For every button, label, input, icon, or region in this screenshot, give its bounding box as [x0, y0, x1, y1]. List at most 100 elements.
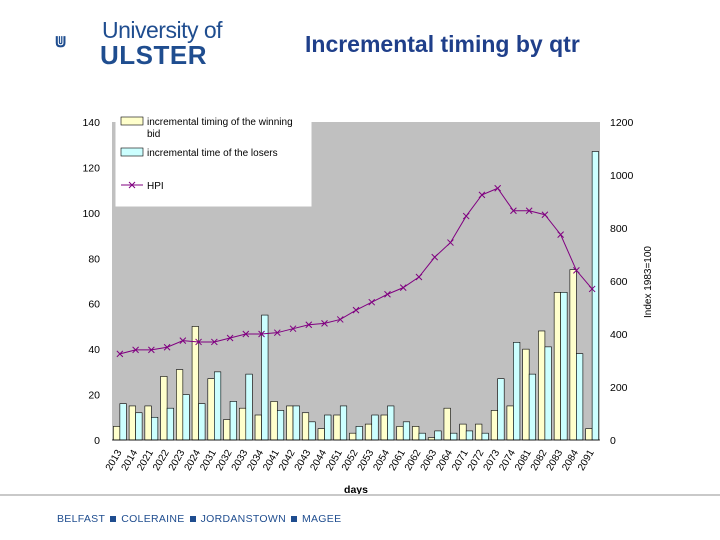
- bar-losers: [434, 430, 442, 441]
- hpi-point: [462, 212, 470, 220]
- bar-winning-bid: [239, 407, 247, 441]
- bar-winning-bid: [286, 405, 294, 441]
- y2-tick-label: 0: [610, 435, 616, 447]
- bar-losers: [497, 378, 505, 441]
- y2-tick-label: 800: [610, 223, 628, 235]
- legend-box: [115, 112, 312, 207]
- y-tick-label: 0: [94, 435, 100, 447]
- hpi-point: [447, 239, 454, 246]
- bullet-square-icon: [290, 515, 297, 522]
- y2-tick-label: 1000: [610, 170, 634, 182]
- bar-winning-bid: [113, 426, 121, 441]
- bullet-square-icon: [189, 515, 196, 522]
- bar-losers: [324, 414, 332, 441]
- bar-losers: [465, 430, 473, 441]
- bar-losers: [528, 373, 536, 441]
- hpi-point: [573, 267, 580, 274]
- legend-swatch-winning: [120, 116, 144, 126]
- hpi-point: [132, 346, 139, 354]
- incremental-timing-chart: 0 20 40 60 80 100 120 140 0 200 400 600 800 1000 1200 2…: [82, 112, 654, 496]
- bar-winning-bid: [538, 330, 546, 441]
- hpi-point: [588, 285, 596, 293]
- bar-winning-bid: [254, 414, 262, 441]
- x-tick-label: 2091: [576, 448, 597, 473]
- hpi-point: [431, 253, 439, 261]
- y-tick-label: 80: [88, 253, 100, 265]
- bar-winning-bid: [553, 292, 561, 441]
- bar-losers: [591, 151, 599, 441]
- hpi-point: [368, 298, 376, 306]
- hpi-point: [384, 290, 391, 298]
- bar-winning-bid: [128, 405, 136, 441]
- bar-winning-bid: [301, 412, 310, 441]
- bar-winning-bid: [412, 426, 420, 441]
- bar-winning-bid: [270, 401, 278, 441]
- hpi-point: [415, 273, 423, 281]
- bar-losers: [292, 405, 300, 441]
- bar-losers: [214, 371, 222, 441]
- bar-winning-bid: [569, 269, 577, 441]
- hpi-point: [336, 316, 344, 323]
- y2-axis-title: Index 1983=100: [643, 246, 654, 318]
- y2-tick-label: 400: [610, 329, 628, 341]
- y-tick-label: 140: [82, 117, 100, 129]
- hpi-point: [226, 334, 234, 342]
- bar-losers: [229, 401, 237, 441]
- bar-losers: [151, 416, 159, 441]
- bar-winning-bid: [144, 405, 152, 441]
- slide-title: Incremental timing by qtr: [305, 31, 580, 57]
- bullet-square-icon: [110, 515, 117, 522]
- bar-winning-bid: [475, 423, 483, 441]
- bar-losers: [355, 426, 363, 441]
- hpi-point: [258, 330, 265, 338]
- legend-label-losers: incremental time of the losers: [147, 148, 278, 159]
- legend-marker-hpi: [128, 181, 136, 189]
- y-tick-label: 100: [82, 208, 100, 220]
- y-tick-label: 40: [88, 344, 100, 356]
- legend-label-winning: incremental timing of the winning bid: [147, 117, 293, 140]
- bar-winning-bid: [490, 410, 498, 441]
- hpi-point: [148, 346, 155, 354]
- bar-losers: [576, 353, 584, 441]
- bar-winning-bid: [349, 432, 357, 441]
- hpi-point: [478, 191, 486, 199]
- y2-tick-label: 600: [610, 276, 628, 288]
- legend-label-hpi: HPI: [147, 181, 164, 192]
- hpi-point: [321, 320, 328, 327]
- y2-tick-label: 1200: [610, 117, 634, 129]
- footer-divider: [0, 494, 720, 496]
- bar-winning-bid: [176, 369, 184, 441]
- x-axis-title: days: [344, 484, 368, 496]
- bar-losers: [276, 410, 285, 441]
- hpi-point: [352, 306, 360, 314]
- bar-winning-bid: [317, 428, 325, 441]
- y-tick-label: 60: [88, 299, 100, 311]
- logo-line1: University of: [102, 17, 223, 43]
- y-tick-label: 20: [88, 390, 100, 402]
- hpi-point: [494, 184, 502, 192]
- bar-losers: [560, 292, 568, 441]
- bar-winning-bid: [333, 414, 341, 441]
- bar-losers: [135, 412, 143, 441]
- bar-losers: [513, 342, 521, 441]
- hpi-point: [289, 325, 297, 333]
- bar-winning-bid: [380, 414, 388, 441]
- bar-losers: [371, 414, 379, 441]
- bar-winning-bid: [506, 405, 514, 441]
- logo-line2: ULSTER: [100, 40, 207, 70]
- campus-belfast: BELFAST: [57, 513, 106, 525]
- hpi-point: [525, 207, 533, 215]
- legend-swatch-losers: [120, 147, 144, 157]
- bar-losers: [308, 421, 316, 441]
- hpi-point: [510, 207, 517, 215]
- hpi-point: [163, 343, 171, 351]
- hpi-point: [557, 231, 564, 238]
- y-tick-label: 120: [82, 162, 100, 174]
- hpi-point: [305, 321, 313, 329]
- hpi-point: [273, 329, 281, 337]
- bar-winning-bid: [160, 376, 168, 441]
- bar-losers: [166, 407, 174, 441]
- bar-winning-bid: [223, 419, 231, 441]
- bar-losers: [198, 403, 206, 441]
- hpi-point: [116, 350, 124, 358]
